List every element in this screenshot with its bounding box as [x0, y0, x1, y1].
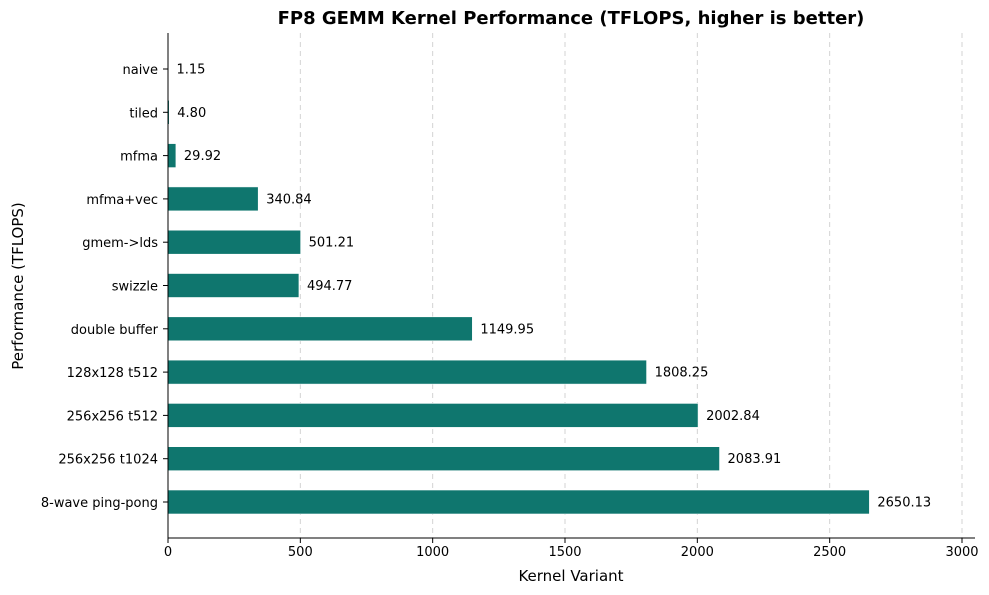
x-tick-label: 500 — [288, 545, 313, 560]
y-tick-label: swizzle — [112, 280, 158, 295]
y-tick-label: 256x256 t1024 — [58, 453, 158, 468]
x-tick-label: 1000 — [416, 545, 449, 560]
data-label: 2650.13 — [877, 496, 931, 511]
bar — [167, 403, 699, 428]
data-label: 4.80 — [177, 106, 206, 121]
x-tick-label: 1500 — [548, 545, 581, 560]
bar — [167, 446, 720, 472]
y-tick-label: mfma — [120, 150, 158, 165]
y-tick-label: 8-wave ping-pong — [41, 496, 158, 511]
data-label: 29.92 — [184, 149, 221, 164]
y-tick-label: 128x128 t512 — [67, 366, 158, 381]
data-label: 1.15 — [177, 63, 206, 78]
chart-title: FP8 GEMM Kernel Performance (TFLOPS, hig… — [278, 8, 865, 29]
x-tick-label: 2000 — [681, 545, 714, 560]
y-tick-label: mfma+vec — [86, 193, 158, 208]
data-label: 1808.25 — [655, 366, 709, 381]
bar — [167, 316, 473, 342]
x-ticks: 0 500 1000 1500 2000 2500 3000 — [164, 538, 979, 560]
x-axis-title: Kernel Variant — [518, 567, 623, 585]
y-tick-label: naive — [122, 63, 158, 78]
data-label: 494.77 — [307, 279, 353, 294]
data-label: 2002.84 — [706, 409, 760, 424]
data-label: 1149.95 — [480, 322, 534, 337]
bar — [167, 186, 259, 212]
data-label: 2083.91 — [728, 452, 782, 467]
grid-lines — [299, 33, 963, 538]
data-labels: 1.15 4.80 29.92 340.84 501.21 494.77 1149.95 18… — [177, 63, 932, 511]
y-axis-title: Performance (TFLOPS) — [9, 202, 27, 370]
bar — [167, 489, 870, 515]
bar — [167, 143, 177, 168]
bar — [167, 359, 647, 385]
y-tick-label: 256x256 t512 — [67, 409, 158, 424]
y-tick-label: gmem->lds — [82, 236, 158, 251]
y-tick-label: tiled — [129, 106, 158, 121]
data-label: 340.84 — [266, 192, 312, 207]
bar — [167, 229, 301, 255]
y-tick-label: double buffer — [71, 323, 159, 338]
y-ticks: naive tiled mfma mfma+vec gmem->lds swizzle do… — [41, 63, 168, 511]
x-tick-label: 2500 — [813, 545, 846, 560]
bar — [167, 273, 300, 298]
bars — [167, 56, 870, 515]
x-tick-label: 3000 — [945, 545, 978, 560]
x-tick-label: 0 — [164, 545, 172, 560]
data-label: 501.21 — [309, 236, 355, 251]
